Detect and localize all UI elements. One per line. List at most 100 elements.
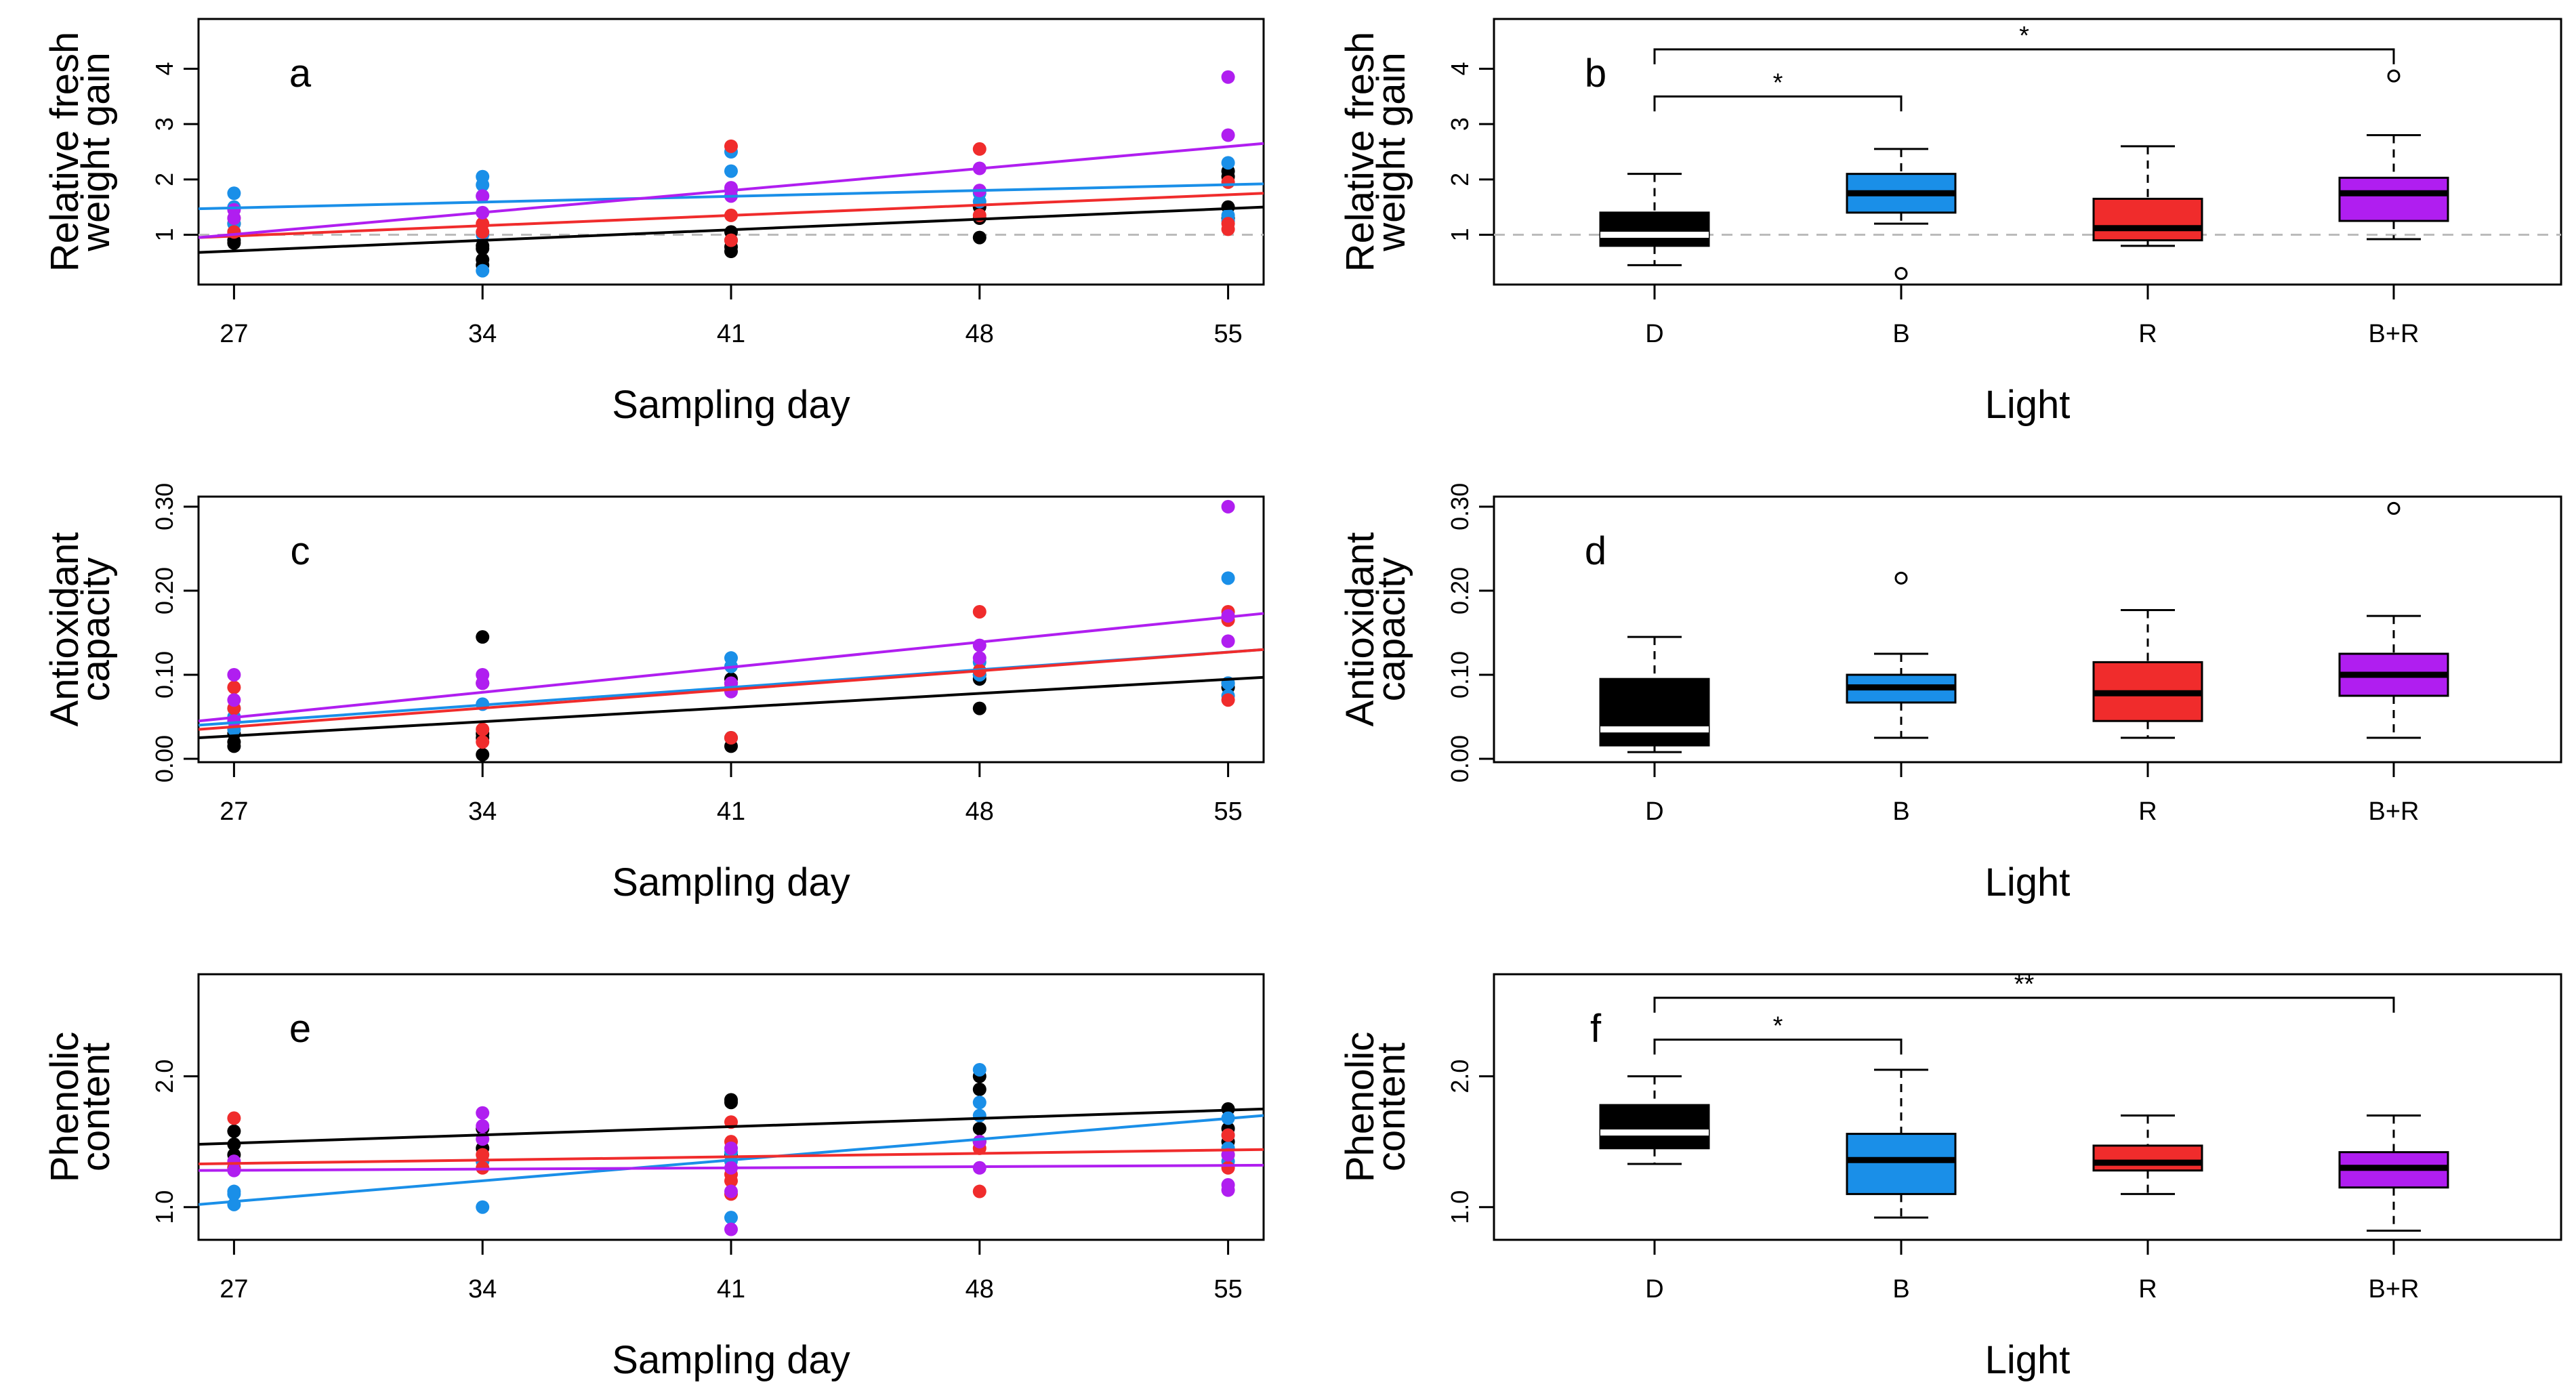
data-point xyxy=(476,722,490,736)
data-point xyxy=(724,731,738,745)
x-tick-label: 34 xyxy=(468,1275,497,1304)
data-point xyxy=(724,233,738,247)
x-tick-label: R xyxy=(2138,1275,2157,1304)
data-point xyxy=(724,1141,738,1155)
data-point xyxy=(476,169,490,184)
data-point xyxy=(1221,1161,1235,1175)
x-tick-label: 27 xyxy=(220,1275,248,1304)
x-tick-label: R xyxy=(2138,797,2157,826)
panel-label: a xyxy=(289,51,312,96)
data-point xyxy=(972,1062,986,1077)
y-tick-label: 1 xyxy=(150,228,178,241)
x-tick-label: B xyxy=(1892,797,1909,826)
data-point xyxy=(227,680,241,694)
data-point xyxy=(227,203,241,217)
x-axis-label: Sampling day xyxy=(612,383,850,427)
significance-label: * xyxy=(1773,1012,1783,1041)
data-point xyxy=(476,253,490,267)
y-tick-label: 0.20 xyxy=(150,567,178,614)
data-point xyxy=(972,604,986,619)
significance-bracket xyxy=(1653,1039,1903,1055)
y-axis-label: weight gain xyxy=(74,52,118,251)
data-point xyxy=(476,1148,490,1162)
data-point xyxy=(1221,1177,1235,1192)
y-tick-label: 0.20 xyxy=(1446,567,1474,614)
x-axis-label: Light xyxy=(1985,383,2071,427)
data-point xyxy=(972,142,986,156)
significance-label: ** xyxy=(2014,970,2035,999)
y-axis-label: capacity xyxy=(1369,558,1413,702)
data-point xyxy=(724,1211,738,1225)
x-axis-label: Sampling day xyxy=(612,860,850,904)
data-point xyxy=(476,264,490,278)
data-point xyxy=(1221,693,1235,707)
significance-label: * xyxy=(2019,22,2029,50)
box-D xyxy=(1599,1104,1710,1150)
x-tick-label: B+R xyxy=(2369,1275,2419,1304)
data-point xyxy=(227,1124,241,1138)
y-tick-label: 1 xyxy=(1446,228,1474,241)
x-tick-label: 55 xyxy=(1213,797,1242,826)
data-point xyxy=(227,667,241,682)
box-D xyxy=(1599,211,1710,247)
y-axis-label: Antioxidant xyxy=(43,533,87,727)
x-tick-label: R xyxy=(2138,320,2157,348)
data-point xyxy=(476,630,490,644)
x-tick-label: D xyxy=(1645,1275,1663,1304)
trend-line xyxy=(198,612,1264,723)
y-tick-label: 2 xyxy=(150,173,178,186)
x-axis-label: Light xyxy=(1985,1338,2071,1382)
x-tick-label: 48 xyxy=(965,797,994,826)
trend-line xyxy=(198,205,1264,254)
y-axis-label: Phenolic xyxy=(43,1032,87,1182)
x-tick-label: 55 xyxy=(1213,1275,1242,1304)
y-axis-label: content xyxy=(74,1043,118,1171)
y-tick-label: 0.00 xyxy=(1446,735,1474,783)
plot-frame xyxy=(1493,973,2562,1241)
significance-bracket xyxy=(1653,95,1903,112)
y-axis-label: weight gain xyxy=(1369,52,1413,251)
data-point xyxy=(724,181,738,195)
data-point xyxy=(972,230,986,245)
x-tick-label: 41 xyxy=(717,797,745,826)
trend-line xyxy=(198,192,1264,239)
data-point xyxy=(972,1108,986,1123)
data-point xyxy=(227,693,241,707)
outlier-point xyxy=(1894,571,1908,585)
trend-line xyxy=(198,1163,1264,1172)
x-tick-label: 27 xyxy=(220,797,248,826)
x-axis-label: Light xyxy=(1985,860,2071,904)
plot-frame xyxy=(1493,495,2562,764)
data-point xyxy=(476,1200,490,1214)
data-point xyxy=(476,238,490,253)
data-point xyxy=(724,1222,738,1236)
box-B+R xyxy=(2338,176,2449,222)
trend-line xyxy=(198,1148,1264,1165)
x-tick-label: D xyxy=(1645,797,1663,826)
data-point xyxy=(1221,1128,1235,1142)
data-point xyxy=(1221,70,1235,84)
data-point xyxy=(1221,571,1235,585)
data-point xyxy=(476,1106,490,1120)
x-axis-label: Sampling day xyxy=(612,1338,850,1382)
box-R xyxy=(2092,197,2203,242)
y-axis-label: Relative fresh xyxy=(43,32,87,272)
trend-line xyxy=(198,182,1264,211)
data-point xyxy=(972,1082,986,1096)
y-tick-label: 4 xyxy=(150,62,178,75)
data-point xyxy=(1221,634,1235,648)
data-point xyxy=(1221,175,1235,189)
panel-label: c xyxy=(291,529,310,573)
data-point xyxy=(972,651,986,665)
data-point xyxy=(972,1135,986,1149)
trend-line xyxy=(198,675,1264,740)
data-point xyxy=(724,651,738,665)
data-point xyxy=(972,701,986,715)
panel-label: e xyxy=(289,1007,311,1051)
x-tick-label: 41 xyxy=(717,320,745,348)
